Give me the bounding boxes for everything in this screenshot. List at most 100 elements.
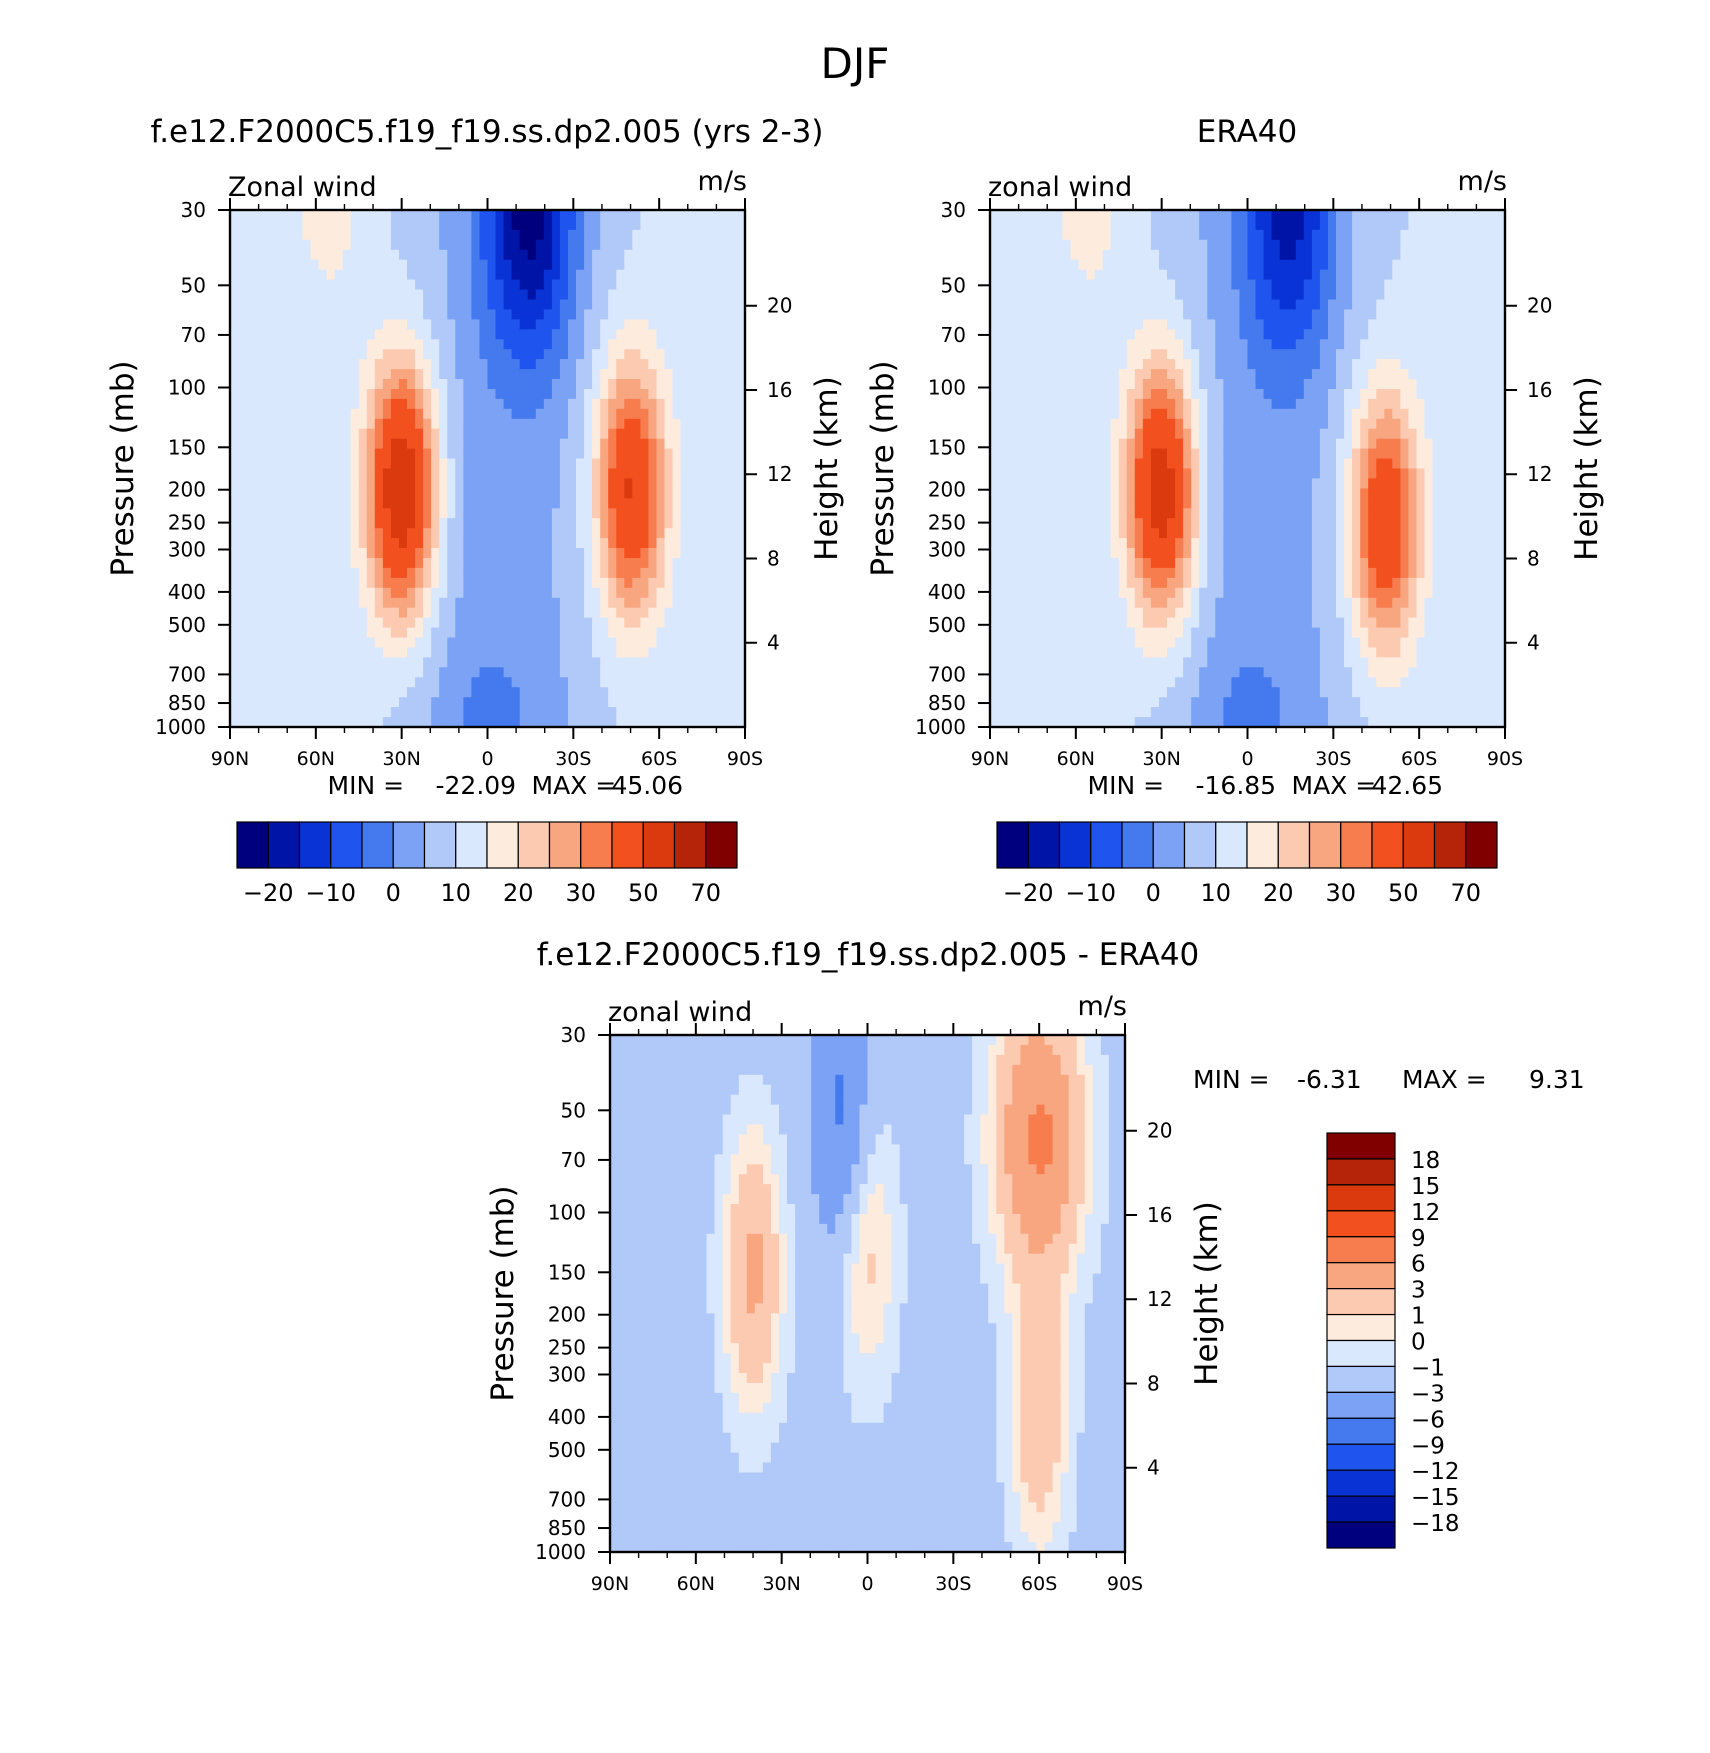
field-cell [712, 677, 722, 688]
field-cell [415, 219, 424, 231]
field-cell [503, 349, 513, 360]
field-cell [1167, 558, 1176, 569]
field-cell [664, 279, 674, 291]
field-cell [998, 508, 1007, 519]
field-cell [1014, 309, 1023, 320]
field-cell [294, 528, 303, 539]
field-cell [1046, 567, 1055, 579]
field-cell [720, 667, 730, 678]
field-cell [527, 627, 537, 639]
field-cell [1038, 428, 1047, 440]
colorbar-box [455, 821, 488, 869]
field-cell [286, 398, 295, 410]
field-cell [1134, 219, 1144, 231]
field-cell [527, 269, 537, 281]
field-cell [1078, 468, 1088, 479]
field-cell [680, 309, 690, 320]
field-cell [616, 359, 625, 370]
field-cell [1046, 379, 1055, 390]
field-cell [616, 587, 625, 599]
field-cell [262, 319, 271, 330]
field-cell [455, 259, 464, 271]
field-cell [1142, 667, 1152, 678]
field-cell [350, 269, 360, 281]
field-cell [479, 637, 489, 648]
field-cell [423, 309, 432, 320]
field-cell [1070, 717, 1080, 728]
field-cell [1167, 478, 1176, 489]
field-cell [1078, 389, 1088, 400]
field-cell [463, 627, 472, 639]
field-cell [1183, 647, 1192, 658]
field-cell [543, 498, 553, 509]
field-cell [390, 508, 400, 519]
field-cell [318, 677, 328, 688]
field-cell [447, 379, 456, 390]
field-cell [1006, 408, 1015, 420]
field-cell [592, 289, 601, 300]
field-cell [990, 329, 999, 340]
field-cell [1126, 259, 1136, 271]
field-cell [366, 398, 376, 410]
field-cell [568, 418, 577, 430]
field-cell [640, 210, 649, 221]
field-cell [696, 438, 706, 450]
field-cell [294, 558, 303, 569]
field-cell [495, 379, 505, 390]
field-cell [1078, 617, 1088, 629]
field-cell [390, 667, 400, 678]
field-cell [1175, 210, 1184, 221]
field-cell [737, 528, 746, 539]
max-label: MAX = [532, 771, 617, 800]
field-cell [1159, 577, 1168, 589]
field-cell [680, 707, 690, 718]
field-cell [1207, 558, 1216, 569]
field-cell [399, 229, 408, 241]
field-cell [624, 289, 633, 300]
field-cell [1191, 538, 1200, 549]
field-cell [407, 508, 416, 519]
field-cell [230, 239, 239, 251]
field-cell [1159, 448, 1168, 460]
field-cell [358, 239, 368, 251]
field-cell [704, 587, 714, 599]
field-cell [431, 299, 440, 310]
field-cell [1014, 697, 1023, 708]
field-cell [1159, 359, 1168, 370]
field-cell [415, 468, 424, 479]
field-cell [431, 319, 440, 330]
field-cell [487, 428, 497, 440]
field-cell [1102, 309, 1112, 320]
field-cell [1183, 667, 1192, 678]
field-cell [399, 478, 408, 489]
field-cell [616, 458, 625, 470]
field-cell [632, 488, 641, 499]
field-cell [1086, 627, 1096, 639]
field-cell [704, 309, 714, 320]
field-cell [495, 697, 505, 708]
field-cell [1134, 558, 1144, 569]
field-cell [390, 587, 400, 599]
field-cell [616, 528, 625, 539]
field-cell [648, 567, 657, 579]
field-cell [1199, 319, 1208, 330]
field-cell [592, 359, 601, 370]
field-cell [1134, 597, 1144, 609]
colorbar-box [267, 821, 301, 869]
field-cell [246, 279, 255, 291]
field-cell [998, 458, 1007, 470]
field-cell [990, 677, 999, 688]
field-cell [1038, 558, 1047, 569]
field-cell [1038, 249, 1047, 261]
field-cell [568, 219, 577, 231]
field-cell [1046, 677, 1055, 688]
field-cell [1006, 528, 1015, 539]
field-cell [608, 538, 617, 549]
field-cell [431, 657, 440, 668]
field-cell [632, 498, 641, 509]
field-cell [399, 398, 408, 410]
field-cell [1046, 319, 1055, 330]
field-cell [390, 428, 400, 440]
field-cell [1078, 667, 1088, 678]
field-cell [624, 607, 633, 619]
